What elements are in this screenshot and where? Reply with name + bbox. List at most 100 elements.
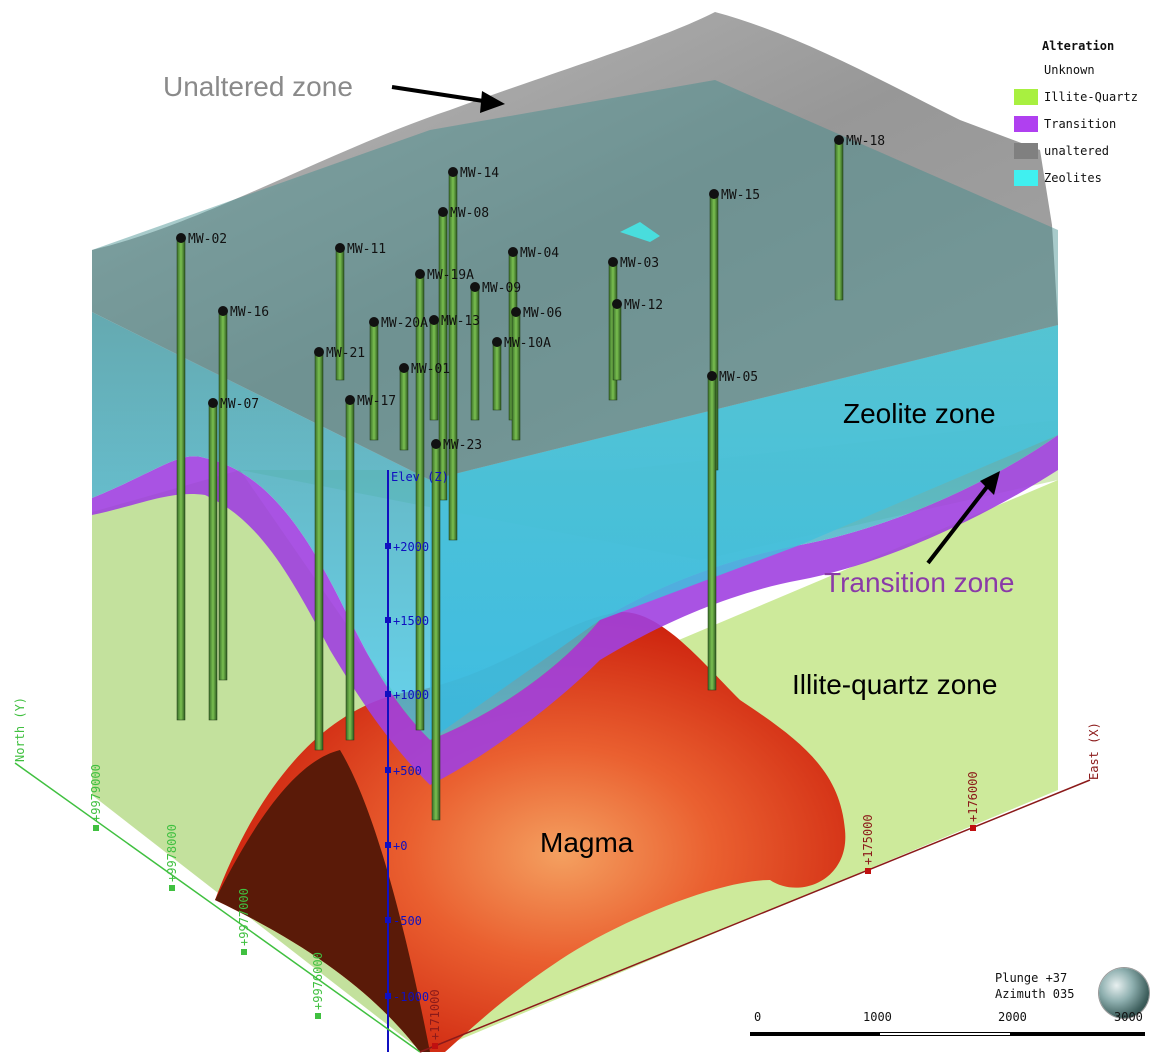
well-collar[interactable]: [415, 269, 425, 279]
zeolite-outcrop: [620, 222, 660, 242]
scale-segment: [750, 1032, 880, 1036]
zeolite-zone-label: Zeolite zone: [843, 398, 996, 429]
well-trace: [399, 367, 409, 451]
north-tick-label: +9976000: [311, 952, 325, 1010]
well-collar[interactable]: [369, 317, 379, 327]
unaltered-transparency: [92, 80, 1058, 480]
well-trace: [834, 139, 844, 301]
well-collar[interactable]: [399, 363, 409, 373]
well-label: MW-14: [460, 166, 499, 181]
legend-swatch: [1014, 142, 1038, 159]
elev-tick-label: +2000: [393, 540, 429, 554]
well-label: MW-10A: [504, 336, 551, 351]
well-collar[interactable]: [314, 347, 324, 357]
north-axis-label: North (Y): [13, 697, 27, 762]
well-collar[interactable]: [176, 233, 186, 243]
well-collar[interactable]: [208, 398, 218, 408]
magma-label: Magma: [540, 827, 634, 858]
well-collar[interactable]: [429, 315, 439, 325]
well-collar[interactable]: [438, 207, 448, 217]
well-collar[interactable]: [508, 247, 518, 257]
zeolite-right-face: [430, 325, 1058, 740]
well-collar[interactable]: [470, 282, 480, 292]
well-trace: [492, 341, 502, 411]
well-collar[interactable]: [608, 257, 618, 267]
well-label: MW-17: [357, 394, 396, 409]
well-label: MW-13: [441, 314, 480, 329]
east-axis-label: East (X): [1087, 722, 1101, 780]
plunge-readout: Plunge +37: [995, 971, 1068, 985]
north-ticks: +9979000 +9978000 +9977000 +9976000: [89, 764, 325, 1019]
well-collar[interactable]: [511, 307, 521, 317]
well-collar[interactable]: [707, 371, 717, 381]
north-axis-line: [14, 762, 421, 1053]
illite-zone-label: Illite-quartz zone: [792, 669, 997, 700]
well-collar[interactable]: [612, 299, 622, 309]
well-collar[interactable]: [345, 395, 355, 405]
transition-layer: [92, 435, 1058, 785]
legend-swatch: [1014, 169, 1038, 186]
elev-tick-label: +1500: [393, 614, 429, 628]
elev-tick-label: +1000: [393, 688, 429, 702]
north-tick-label: +9979000: [89, 764, 103, 822]
elev-tick-label: +500: [393, 764, 422, 778]
well-collar[interactable]: [218, 306, 228, 316]
well-label: MW-12: [624, 298, 663, 313]
well-collar[interactable]: [431, 439, 441, 449]
unaltered-terrain: [92, 12, 1058, 480]
legend-item-illite: Illite-Quartz: [1014, 83, 1151, 110]
scale-tick: 1000: [863, 1010, 892, 1024]
elev-tick-mark: [385, 842, 391, 848]
unaltered-arrowhead: [480, 91, 505, 113]
orientation-globe-icon[interactable]: [1099, 968, 1149, 1018]
legend-swatch: [1014, 88, 1038, 105]
transition-zone-label: Transition zone: [824, 567, 1014, 598]
azimuth-readout: Azimuth 035: [995, 987, 1075, 1001]
well-label: MW-05: [719, 370, 758, 385]
east-ticks: +171000 +175000 +176000: [428, 771, 980, 1049]
scale-tick: 2000: [998, 1010, 1027, 1024]
east-tick-label: +176000: [966, 771, 980, 822]
east-tick-mark: [865, 868, 871, 874]
north-tick-mark: [93, 825, 99, 831]
well-label: MW-21: [326, 346, 365, 361]
well-collar[interactable]: [492, 337, 502, 347]
well-collar[interactable]: [834, 135, 844, 145]
well-collar[interactable]: [448, 167, 458, 177]
well-trace: [448, 171, 458, 541]
well-label: MW-03: [620, 256, 659, 271]
unaltered-arrow: [391, 85, 491, 104]
elev-tick-mark: [385, 993, 391, 999]
east-tick-label: +175000: [861, 814, 875, 865]
well-trace: [314, 351, 324, 751]
well-label: MW-15: [721, 188, 760, 203]
scale-bar: 0 1000 2000 3000: [750, 1010, 1145, 1050]
legend-item-unaltered: unaltered: [1014, 137, 1151, 164]
elev-tick-mark: [385, 691, 391, 697]
well-collar[interactable]: [709, 189, 719, 199]
well-collar[interactable]: [335, 243, 345, 253]
well-label: MW-04: [520, 246, 559, 261]
north-tick-label: +9978000: [165, 824, 179, 882]
well-trace: [415, 273, 425, 731]
north-tick-mark: [315, 1013, 321, 1019]
north-tick-mark: [169, 885, 175, 891]
elev-tick-mark: [385, 543, 391, 549]
unaltered-zone-label: Unaltered zone: [163, 71, 353, 102]
scale-segment: [1010, 1032, 1145, 1036]
scale-segment: [880, 1032, 1010, 1036]
legend-title: Alteration: [1042, 39, 1115, 53]
transition-arrowhead: [980, 471, 1000, 495]
legend-swatch: [1014, 115, 1038, 132]
well-label: MW-11: [347, 242, 386, 257]
east-axis-line: [419, 779, 1091, 1053]
well-trace: [470, 286, 480, 421]
well-trace: [431, 443, 441, 821]
well-trace: [176, 237, 186, 721]
legend-item-unknown: Unknown: [1014, 56, 1151, 83]
well-label: MW-09: [482, 281, 521, 296]
well-label: MW-06: [523, 306, 562, 321]
well-label: MW-08: [450, 206, 489, 221]
scale-tick: 3000: [1114, 1010, 1143, 1024]
